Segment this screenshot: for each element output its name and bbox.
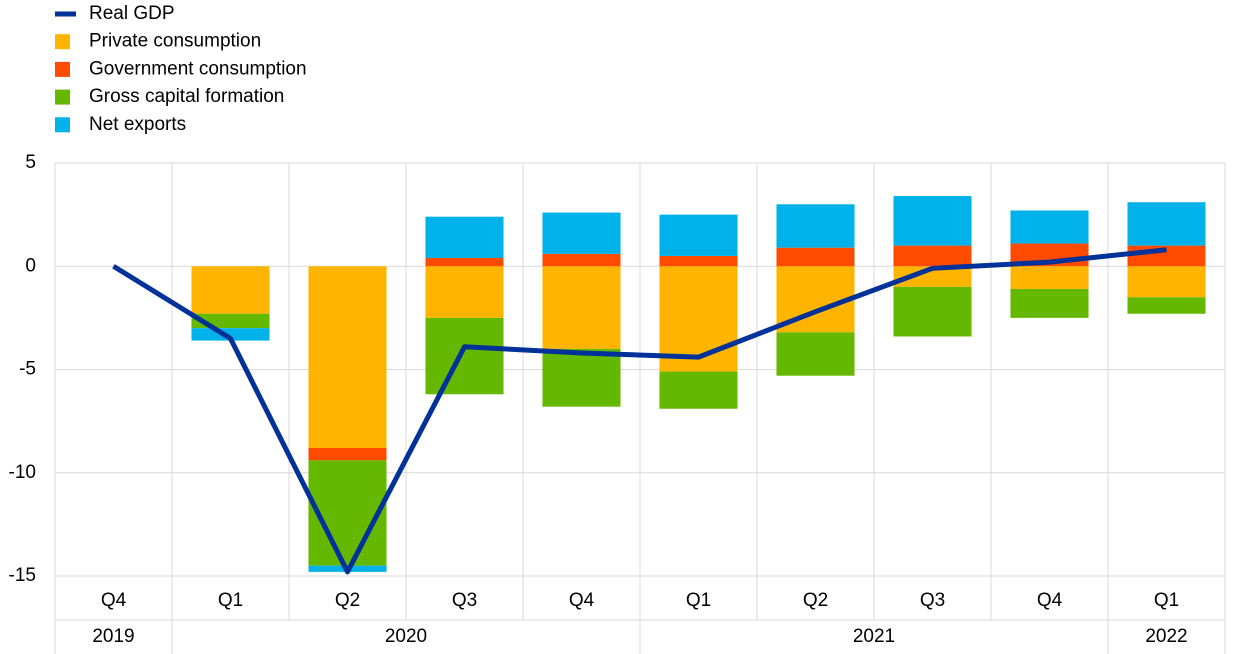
y-tick-label: -5 [19, 359, 36, 380]
bar [191, 328, 270, 341]
legend-label: Government consumption [89, 58, 307, 79]
legend-label: Real GDP [89, 3, 175, 24]
bar [893, 245, 972, 267]
bar [893, 196, 972, 246]
y-tick-label: -10 [9, 462, 36, 483]
bar [425, 257, 504, 267]
x-tick-label: Q3 [452, 590, 477, 611]
bar [659, 255, 738, 267]
year-label: 2020 [385, 626, 427, 647]
bar [1127, 202, 1206, 246]
year-label: 2022 [1145, 626, 1187, 647]
line-series [112, 247, 1167, 575]
legend-label: Net exports [89, 114, 186, 135]
bar [542, 253, 621, 267]
bar [776, 332, 855, 376]
x-tick-label: Q3 [920, 590, 945, 611]
x-tick-label: Q4 [569, 590, 595, 611]
bar [659, 371, 738, 409]
bar [1127, 297, 1206, 314]
bar [425, 216, 504, 258]
x-tick-label: Q2 [335, 590, 360, 611]
legend-swatch [55, 61, 70, 77]
y-tick-label: 5 [25, 152, 36, 173]
bar [659, 214, 738, 256]
bar [1127, 266, 1206, 298]
year-label: 2021 [853, 626, 895, 647]
y-tick-label: -15 [9, 565, 36, 586]
legend-swatch [55, 89, 70, 105]
bar [1010, 210, 1089, 244]
bar [425, 317, 504, 395]
bar [1010, 288, 1089, 318]
x-tick-label: Q1 [1154, 590, 1179, 611]
x-tick-label: Q4 [1037, 590, 1063, 611]
x-tick-label: Q1 [218, 590, 243, 611]
legend-label: Gross capital formation [89, 86, 284, 107]
bar [776, 247, 855, 267]
y-tick-label: 0 [25, 255, 36, 276]
bar [542, 266, 621, 349]
x-tick-label: Q1 [686, 590, 711, 611]
bar [1010, 266, 1089, 289]
bar [542, 212, 621, 254]
x-tick-label: Q4 [101, 590, 127, 611]
bar [191, 266, 270, 314]
bar [776, 204, 855, 248]
bar [308, 460, 387, 566]
bar [893, 286, 972, 337]
legend-swatch [55, 117, 70, 133]
bar [1127, 245, 1206, 267]
year-label: 2019 [92, 626, 134, 647]
bar [308, 447, 387, 461]
bar [308, 266, 387, 448]
bar [425, 266, 504, 318]
x-tick-label: Q2 [803, 590, 828, 611]
bar [893, 266, 972, 287]
legend-label: Private consumption [89, 31, 261, 52]
legend-swatch [55, 34, 70, 50]
bar [542, 348, 621, 407]
